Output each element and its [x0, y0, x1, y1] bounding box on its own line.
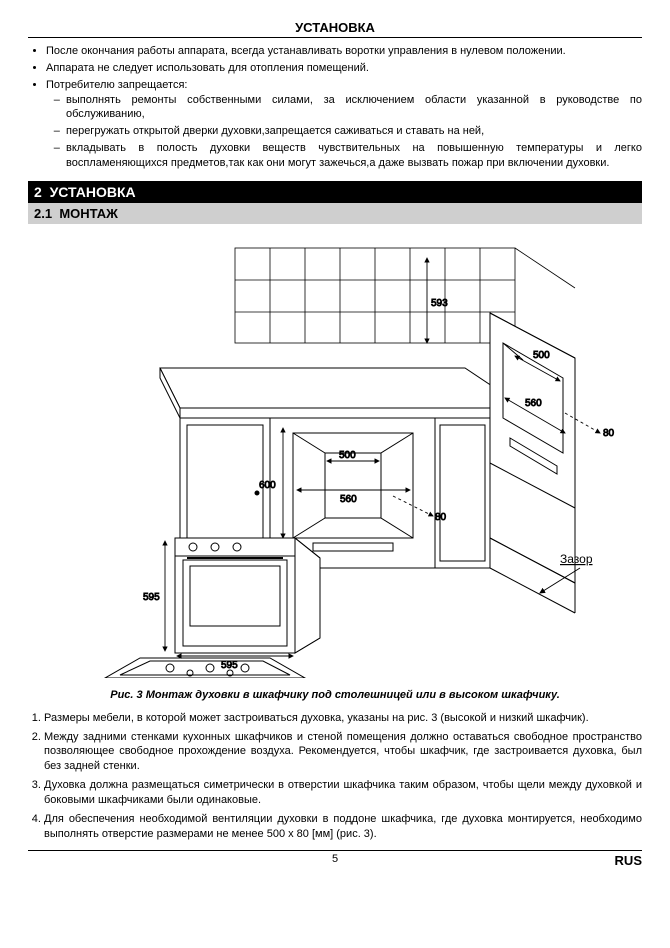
bullet-item: Аппарата не следует использовать для ото… [46, 61, 642, 76]
dim-80b: 80 [435, 512, 447, 523]
sub-bullet-item: выполнять ремонты собственными силами, з… [66, 93, 642, 123]
dim-560a: 560 [525, 398, 542, 409]
numbered-item: Для обеспечения необходимой вентиляции д… [44, 812, 642, 842]
figure-caption: Рис. 3 Монтаж духовки в шкафчику под сто… [28, 689, 642, 701]
bullet-item: После окончания работы аппарата, всегда … [46, 44, 642, 59]
numbered-item: Между задними стенками кухонных шкафчико… [44, 730, 642, 775]
page-number: 5 [332, 853, 338, 865]
dim-500a: 500 [533, 350, 550, 361]
dim-593: 593 [431, 298, 448, 309]
gap-label: Зазор [560, 552, 593, 566]
bullet-text: Потребителю запрещается: [46, 79, 187, 91]
dim-595b: 595 [221, 660, 238, 671]
subsection-title: МОНТАЖ [59, 206, 118, 221]
page-header: УСТАНОВКА [28, 20, 642, 38]
numbered-item: Духовка должна размещаться симетрически … [44, 778, 642, 808]
sub-bullet-item: вкладывать в полость духовки веществ чув… [66, 141, 642, 171]
bullet-item: Потребителю запрещается: выполнять ремон… [46, 78, 642, 171]
section-number: 2 [34, 184, 42, 200]
sub-bullet-item: перегружать открытой дверки духовки,запр… [66, 124, 642, 139]
section-heading: 2 УСТАНОВКА [28, 181, 642, 203]
numbered-list: Размеры мебели, в которой может застроив… [28, 711, 642, 842]
diagram-svg: 593 600 500 560 80 500 560 80 Зазор [35, 238, 635, 678]
language-label: RUS [615, 853, 642, 868]
numbered-item: Размеры мебели, в которой может застроив… [44, 711, 642, 726]
dim-80a: 80 [603, 428, 615, 439]
dim-595a: 595 [143, 592, 160, 603]
dim-600: 600 [259, 480, 276, 491]
dim-560b: 560 [340, 494, 357, 505]
section-title: УСТАНОВКА [50, 184, 136, 200]
dim-500b: 500 [339, 450, 356, 461]
subsection-number: 2.1 [34, 206, 52, 221]
subsection-heading: 2.1 МОНТАЖ [28, 203, 642, 224]
bullet-list: После окончания работы аппарата, всегда … [28, 44, 642, 171]
sub-bullet-list: выполнять ремонты собственными силами, з… [46, 93, 642, 171]
page-footer: 5 RUS [28, 850, 642, 865]
installation-diagram: 593 600 500 560 80 500 560 80 Зазор [28, 238, 642, 681]
